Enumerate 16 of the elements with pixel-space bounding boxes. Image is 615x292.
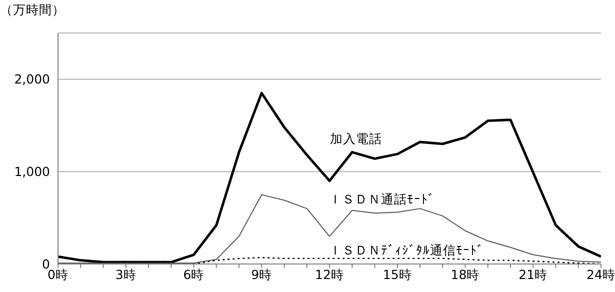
x-tick-label: 24時 [586, 266, 615, 282]
x-tick-label: 15時 [382, 266, 412, 282]
x-tick-label: 9時 [251, 266, 272, 282]
x-tick-label: 18時 [450, 266, 480, 282]
x-tick-label: 3時 [115, 266, 136, 282]
y-tick-label: 2,000 [14, 72, 50, 87]
x-tick-label: 21時 [518, 266, 548, 282]
series-label: 加入電話 [330, 131, 382, 146]
x-tick-label: 0時 [48, 266, 68, 282]
y-tick-label: 0 [42, 256, 50, 272]
series-label: ＩＳＤＮ通話ﾓｰﾄﾞ [329, 191, 436, 206]
x-tick-label: 6時 [183, 266, 204, 282]
series-label: ＩＳＤＮﾃﾞｨｼﾞﾀﾙ通信ﾓｰﾄﾞ [329, 242, 484, 258]
y-tick-label: 1,000 [14, 164, 50, 180]
x-tick-label: 12時 [315, 266, 344, 282]
y-axis-title: （万時間） [0, 2, 65, 19]
